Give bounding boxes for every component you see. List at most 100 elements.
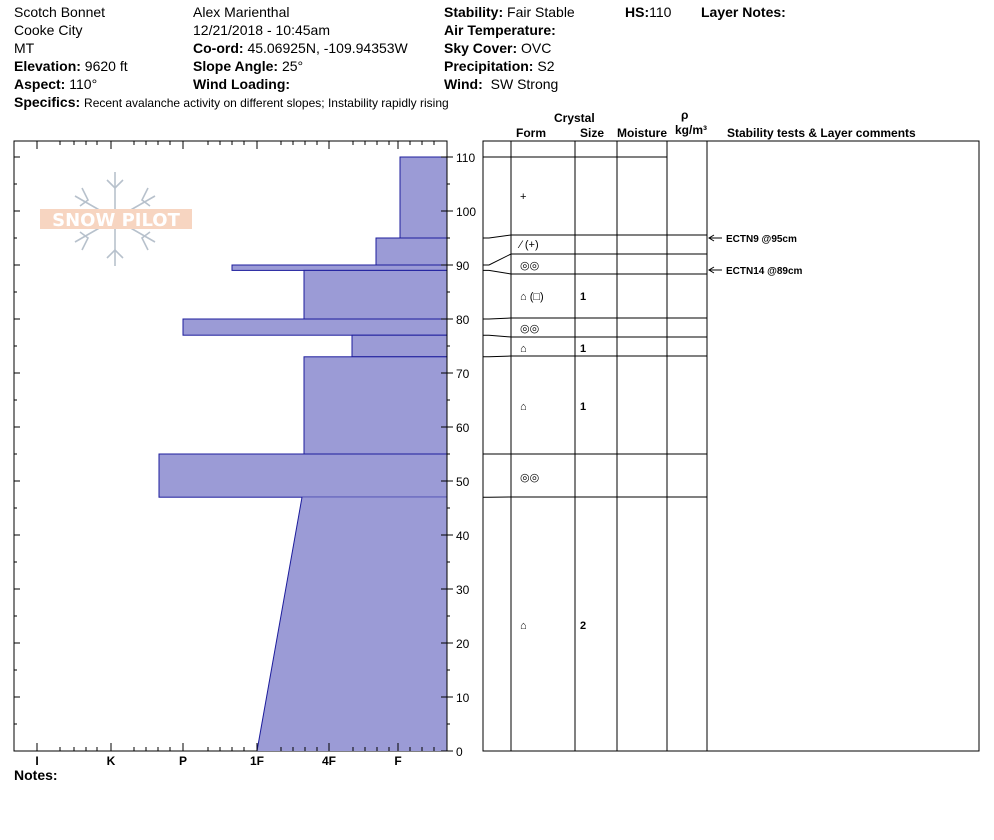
layer-connector [483,317,512,320]
hardness-bar-0 [399,156,448,239]
hardness-bar-1 [375,237,448,266]
wind-value: SW Strong [490,76,559,92]
air-temp-label: Air Temperature: [444,22,556,38]
crystal-form-8: ⌂ [520,620,527,632]
density-rho-header: ρ [681,108,689,122]
slope-angle-value: 25° [281,58,304,74]
state-name: MT [14,40,35,56]
y-tick-label-50: 50 [456,475,470,489]
slope-angle-field: Slope Angle: 25° [193,58,303,74]
coord-label: Co-ord: [193,40,244,56]
crystal-form-5: ⌂ [520,343,527,355]
crystal-size-3: 1 [580,291,586,303]
crystal-form-3: ⌂ (□) [520,291,544,303]
precipitation-value: S2 [537,58,555,74]
coord-field: Co-ord: 45.06925N, -109.94353W [193,40,408,56]
y-tick-label-100: 100 [456,205,476,219]
elevation-field: Elevation: 9620 ft [14,58,128,74]
snowpilot-logo: SNOW PILOT [40,172,192,266]
comments-header: Stability tests & Layer comments [727,126,916,140]
stability-test-arrowhead [708,266,715,274]
hardness-bar-2 [231,264,448,271]
logo-text: SNOW PILOT [52,210,180,231]
observer-name: Alex Marienthal [193,4,290,20]
stability-test-0: ECTN9 @95cm [726,234,797,245]
specifics-label: Specifics: [14,94,81,110]
crystal-form-2: ◎◎ [520,260,539,272]
y-tick-label-10: 10 [456,691,470,705]
layer-connector [483,334,512,338]
hardness-bar-7 [158,453,448,498]
hs-field: HS:110 [625,4,671,20]
hs-value: 110 [649,4,672,20]
layer-table-frame [482,140,980,752]
layer-connector [483,355,512,358]
layer-connector [483,269,512,275]
size-header: Size [580,126,605,140]
y-tick-label-60: 60 [456,421,470,435]
crystal-header: Crystal [554,111,595,125]
y-tick-label-0: 0 [456,745,463,759]
hardness-bar-5 [351,334,448,358]
crystal-size-5: 1 [580,343,586,355]
hardness-tick-label-P: P [179,754,187,768]
hardness-bar-8 [257,497,447,751]
hardness-tick-label-K: K [107,754,116,768]
hardness-bar-3 [303,269,448,320]
elevation-label: Elevation: [14,58,81,74]
layer-connector [483,234,512,239]
wind-loading-label: Wind Loading: [193,76,291,92]
elevation-value: 9620 ft [84,58,128,74]
density-unit-header: kg/m³ [675,123,708,137]
y-tick-label-110: 110 [456,151,475,165]
wind-label: Wind: [444,76,483,92]
specifics-value: Recent avalanche activity on different s… [84,96,449,110]
sky-cover-value: OVC [521,40,552,56]
coord-value: 45.06925N, -109.94353W [247,40,408,56]
specifics-field: Specifics: Recent avalanche activity on … [14,94,449,111]
stability-value: Fair Stable [507,4,575,20]
stability-label: Stability: [444,4,504,20]
y-tick-label-80: 80 [456,313,470,327]
hardness-bar-6 [303,356,448,455]
range-name: Cooke City [14,22,83,38]
hardness-tick-label-4F: 4F [322,754,336,768]
y-tick-label-20: 20 [456,637,470,651]
hardness-tick-label-F: F [394,754,401,768]
wind-loading-field: Wind Loading: [193,76,290,92]
layer-connector [483,253,512,266]
hardness-bar-4 [182,318,448,336]
crystal-form-1: ⁄ (+) [517,239,539,251]
sky-cover-field: Sky Cover: OVC [444,40,551,56]
hs-label: HS: [625,4,650,20]
slope-angle-label: Slope Angle: [193,58,279,74]
wind-field: Wind: SW Strong [444,76,558,92]
crystal-size-6: 1 [580,401,586,413]
location-name: Scotch Bonnet [14,4,106,20]
air-temp-field: Air Temperature: [444,22,556,38]
precipitation-field: Precipitation: S2 [444,58,554,74]
aspect-label: Aspect: [14,76,66,92]
hardness-tick-label-1F: 1F [250,754,264,768]
aspect-field: Aspect: 110° [14,76,97,92]
notes-label: Notes: [14,767,58,783]
obs-datetime: 12/21/2018 - 10:45am [193,22,330,38]
stability-field: Stability: Fair Stable [444,4,575,20]
stability-test-1: ECTN14 @89cm [726,266,803,277]
layer-notes-label: Layer Notes: [701,4,786,20]
crystal-form-6: ⌂ [520,401,527,413]
sky-cover-label: Sky Cover: [444,40,518,56]
stability-test-arrowhead [708,234,715,242]
y-tick-label-40: 40 [456,529,470,543]
y-tick-label-70: 70 [456,367,470,381]
y-tick-label-90: 90 [456,259,470,273]
crystal-form-7: ◎◎ [520,472,539,484]
crystal-size-8: 2 [580,620,586,632]
form-header: Form [516,126,546,140]
crystal-form-0: + [520,191,526,203]
moisture-header: Moisture [617,126,668,140]
precipitation-label: Precipitation: [444,58,534,74]
y-tick-label-30: 30 [456,583,470,597]
hardness-edge-8 [256,497,303,752]
